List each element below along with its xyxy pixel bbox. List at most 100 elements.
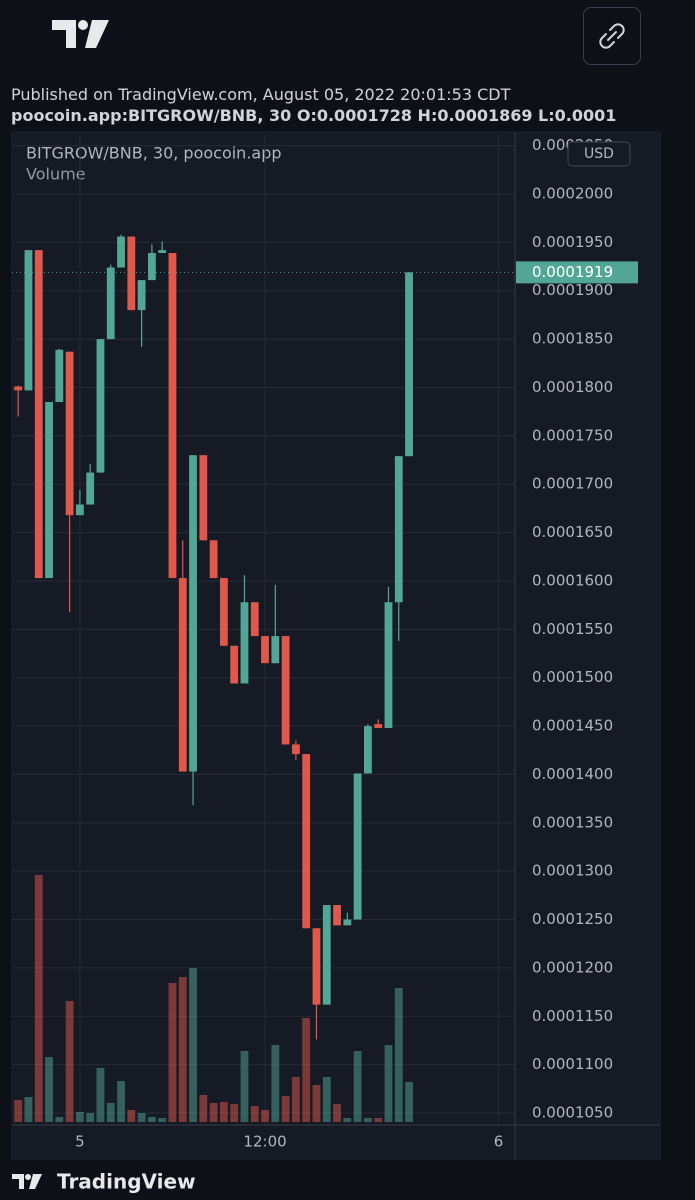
volume-bar (250, 1106, 259, 1122)
volume-bar (384, 1045, 393, 1122)
candle-body (333, 905, 341, 926)
volume-bar (333, 1104, 341, 1122)
candle-body (55, 349, 64, 402)
footer-brand: TradingView (57, 1170, 196, 1194)
volume-bar (291, 1077, 300, 1122)
candle-body (240, 602, 249, 684)
chart-frame (11, 131, 661, 1160)
volume-bar (75, 1112, 84, 1122)
volume-bar (55, 1117, 64, 1122)
chart-background (12, 132, 660, 1160)
y-tick-label: 0.0001700 (532, 475, 613, 493)
candle-body (219, 578, 228, 646)
volume-label: Volume (26, 165, 86, 184)
footer: TradingView (12, 1170, 196, 1194)
x-tick-label: 12:00 (243, 1133, 286, 1151)
candle-body (281, 636, 290, 745)
candle-body (137, 280, 146, 311)
volume-bar (189, 968, 197, 1122)
volume-bar (322, 1077, 331, 1122)
x-tick-label: 5 (75, 1133, 85, 1151)
candle-body (158, 250, 167, 254)
y-tick-label: 0.0001600 (532, 571, 613, 589)
candle-body (302, 754, 311, 929)
volume-bar (271, 1045, 280, 1122)
candle-body (34, 250, 43, 579)
last-price-label: 0.0001919 (532, 263, 613, 281)
candle-body (127, 236, 136, 311)
candle-body (106, 267, 115, 340)
chart-title: BITGROW/BNB, 30, poocoin.app (26, 144, 282, 163)
y-tick-label: 0.0001250 (532, 910, 613, 928)
y-tick-label: 0.0001050 (532, 1104, 613, 1122)
volume-bar (302, 1018, 311, 1122)
footer-logo (12, 1174, 42, 1189)
volume-bar (65, 1001, 74, 1122)
candle-body (405, 272, 413, 457)
published-line: Published on TradingView.com, August 05,… (11, 85, 511, 104)
y-tick-label: 0.0001300 (532, 862, 613, 880)
candle-body (343, 919, 352, 926)
volume-bar (374, 1118, 383, 1122)
volume-bar (127, 1110, 136, 1122)
volume-bar (137, 1113, 146, 1122)
volume-bar (34, 875, 43, 1122)
last-price-box (516, 261, 638, 284)
y-tick-label: 0.0001450 (532, 717, 613, 735)
y-tick-label: 0.0001400 (532, 765, 613, 783)
logo (52, 20, 109, 48)
chart: BITGROW/BNB, 30, poocoin.app Volume 0.00… (11, 131, 661, 1160)
candle-body (261, 636, 269, 664)
volume-bar (24, 1097, 33, 1122)
volume-bar (394, 988, 403, 1122)
y-tick-label: 0.0001500 (532, 668, 613, 686)
y-tick-label: 0.0001950 (532, 233, 613, 251)
candle-body (178, 578, 187, 772)
volume-bar (209, 1103, 218, 1122)
volume-bar (199, 1095, 208, 1122)
volume-bar (158, 1118, 167, 1122)
volume-bar (405, 1082, 413, 1122)
candle-body (24, 250, 33, 391)
candle-body (353, 773, 362, 920)
volume-bar (261, 1110, 269, 1122)
link-icon (599, 23, 625, 49)
top-bar (52, 20, 109, 48)
candle-body (374, 724, 383, 728)
volume-bar (117, 1081, 125, 1122)
candle-body (86, 472, 95, 505)
x-tick-label: 6 (494, 1133, 504, 1151)
share-link-button[interactable] (583, 7, 641, 65)
volume-bar (363, 1118, 372, 1122)
y-tick-label: 0.0001100 (532, 1055, 613, 1073)
candle-body (75, 504, 84, 516)
volume-bar (281, 1096, 290, 1122)
y-tick-label: 0.0002000 (532, 185, 613, 203)
y-tick-label: 0.0001800 (532, 378, 613, 396)
candle-body (250, 602, 259, 637)
candle-body (168, 253, 177, 579)
y-tick-label: 0.0001200 (532, 958, 613, 976)
candle-body (189, 455, 197, 772)
volume-bar (14, 1100, 23, 1122)
candle-body (394, 456, 403, 603)
candle-body (14, 386, 23, 391)
candle-body (384, 602, 393, 728)
y-tick-label: 0.0001900 (532, 281, 613, 299)
candle-body (209, 540, 218, 579)
y-tick-label: 0.0001650 (532, 523, 613, 541)
candle-body (65, 351, 74, 516)
symbol-line: poocoin.app:BITGROW/BNB, 30 O:0.0001728 … (11, 106, 617, 125)
volume-bar (168, 983, 177, 1122)
candle-body (96, 339, 105, 473)
volume-bar (230, 1104, 239, 1122)
volume-bar (178, 977, 187, 1122)
volume-bar (312, 1085, 321, 1122)
currency-badge (567, 141, 631, 167)
y-tick-label: 0.0001550 (532, 620, 613, 638)
y-tick-label: 0.0001750 (532, 426, 613, 444)
volume-bar (219, 1102, 228, 1122)
candle-body (45, 401, 53, 579)
y-tick-label: 0.0001150 (532, 1007, 613, 1025)
